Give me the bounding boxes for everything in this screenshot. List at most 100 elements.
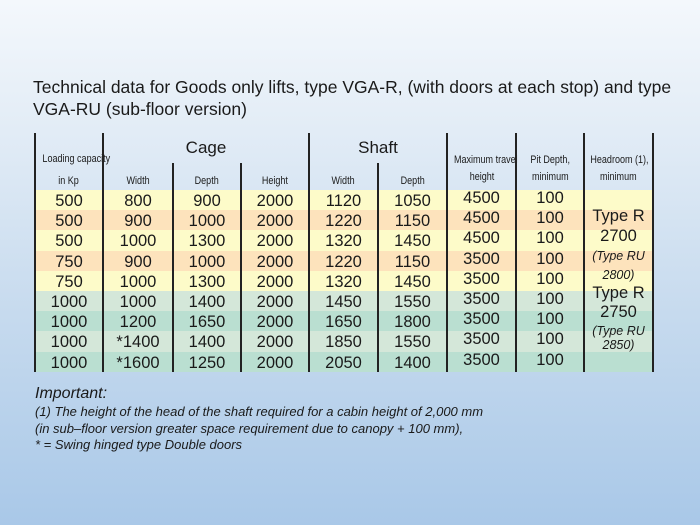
table-cell: 1000 bbox=[50, 313, 88, 332]
page-title: Technical data for Goods only lifts, typ… bbox=[33, 77, 672, 119]
note-line: * = Swing hinged type Double doors bbox=[35, 437, 243, 452]
table-row bbox=[35, 351, 653, 372]
headroom-b-ru-label: (Type RU bbox=[592, 324, 645, 338]
header-pit-depth-2: minimum bbox=[516, 171, 584, 183]
group-header-shaft: Shaft bbox=[358, 138, 398, 157]
table-cell: 1450 bbox=[394, 232, 431, 251]
header-text: Depth bbox=[400, 175, 425, 187]
column-divider bbox=[172, 163, 174, 372]
table-row bbox=[35, 311, 653, 332]
table-cell: 1450 bbox=[394, 272, 431, 291]
header-cage-depth: Depth bbox=[173, 175, 241, 187]
table-cell: 100 bbox=[536, 330, 564, 349]
table-row bbox=[35, 210, 653, 231]
table-cell: 1400 bbox=[188, 293, 226, 311]
header-text: minimum bbox=[531, 171, 569, 183]
header-loading-capacity: Loading capacity bbox=[35, 153, 110, 165]
table-cell: 100 bbox=[536, 249, 564, 268]
header-cage-width: Width bbox=[103, 175, 173, 187]
column-divider bbox=[583, 133, 585, 372]
table-cell: 100 bbox=[536, 310, 564, 329]
table-cell: 1550 bbox=[394, 293, 431, 311]
table-cell: 3500 bbox=[463, 310, 500, 329]
table-cell: 1300 bbox=[188, 232, 226, 251]
notes: Important: (1) The height of the head of… bbox=[35, 384, 675, 454]
headroom-b-value: 2750 bbox=[600, 303, 637, 321]
column-divider bbox=[34, 133, 36, 372]
header-shaft-width: Width bbox=[309, 175, 378, 187]
table-cell: 4500 bbox=[463, 209, 500, 228]
header-text: Pit Depth, bbox=[530, 154, 570, 166]
table-cell: 1650 bbox=[325, 313, 362, 332]
headroom-b-type: Type R bbox=[592, 284, 645, 302]
column-divider bbox=[446, 133, 448, 372]
table-cell: 3500 bbox=[463, 249, 500, 268]
table-cell: 1000 bbox=[50, 333, 88, 352]
table-cell: 1850 bbox=[325, 333, 362, 352]
table-cell: 3500 bbox=[463, 290, 500, 308]
header-text: Width bbox=[331, 175, 356, 187]
table-cell: 500 bbox=[55, 232, 83, 251]
table-cell: 2000 bbox=[256, 232, 294, 251]
table-cell: 2000 bbox=[256, 333, 294, 352]
notes-heading: Important: bbox=[35, 385, 108, 402]
header-max-travel: Maximum travel bbox=[447, 154, 518, 166]
header-pit-depth: Pit Depth, bbox=[516, 154, 584, 166]
table-cell: 1220 bbox=[325, 252, 362, 271]
group-header-cage: Cage bbox=[185, 138, 227, 157]
table-cell: 2000 bbox=[256, 212, 294, 231]
header-max-travel-2: height bbox=[447, 171, 516, 183]
table-cell: 1400 bbox=[188, 333, 226, 352]
table-row bbox=[35, 270, 653, 291]
table-cell: 100 bbox=[536, 189, 564, 207]
table-cell: 1800 bbox=[394, 313, 431, 332]
headroom-a-value: 2700 bbox=[600, 227, 637, 245]
table-cell: 1320 bbox=[325, 272, 362, 291]
table-cell: 100 bbox=[536, 350, 564, 369]
header-headroom: Headroom (1), bbox=[584, 154, 653, 166]
table-cell: 1000 bbox=[119, 272, 157, 291]
column-divider bbox=[377, 163, 379, 372]
column-divider bbox=[240, 163, 242, 372]
table-cell: 1300 bbox=[188, 272, 226, 291]
table-cell: 3500 bbox=[463, 269, 500, 288]
table-cell: 1320 bbox=[325, 232, 362, 251]
table-row bbox=[35, 291, 653, 312]
headroom-a-type: Type R bbox=[592, 207, 645, 225]
header-cage-height: Height bbox=[241, 175, 309, 187]
header-text: minimum bbox=[600, 171, 637, 183]
table-cell: 1050 bbox=[394, 192, 431, 210]
table-cell: 2000 bbox=[256, 313, 294, 332]
table-cell: 100 bbox=[536, 209, 564, 228]
table-row bbox=[35, 331, 653, 352]
table-cell: 1000 bbox=[50, 353, 88, 372]
table-cell: 1150 bbox=[394, 252, 431, 271]
table-row bbox=[35, 230, 653, 251]
table-cell: 900 bbox=[193, 192, 221, 210]
header-text: Maximum travel bbox=[453, 154, 518, 166]
table-cell: 800 bbox=[124, 192, 152, 210]
table-cell: 1000 bbox=[119, 232, 157, 251]
headroom-b-ru-value: 2850) bbox=[602, 338, 635, 352]
table-cell: 1650 bbox=[188, 313, 226, 332]
headroom-a-ru-label: (Type RU bbox=[592, 249, 645, 263]
header-shaft-depth: Depth bbox=[378, 175, 447, 187]
table-cell: 2000 bbox=[256, 272, 294, 291]
table-cell: 1550 bbox=[394, 333, 431, 352]
header-headroom-2: minimum bbox=[584, 171, 653, 183]
header-text: Width bbox=[126, 175, 150, 187]
header-loading-unit: in Kp bbox=[35, 175, 103, 187]
table-cell: 750 bbox=[55, 272, 83, 291]
table-cell: 1000 bbox=[119, 293, 157, 311]
table-cell: 1000 bbox=[188, 212, 226, 231]
column-divider bbox=[308, 133, 310, 372]
table-cell: *1600 bbox=[116, 353, 160, 372]
header-text: Height bbox=[261, 175, 289, 187]
table-cell: 100 bbox=[536, 269, 564, 288]
table-cell: 750 bbox=[55, 252, 83, 271]
table-cell: 900 bbox=[124, 212, 152, 231]
table-cell: 500 bbox=[55, 212, 83, 231]
note-line: (1) The height of the head of the shaft … bbox=[35, 404, 484, 419]
table-cell: 1200 bbox=[119, 313, 157, 332]
